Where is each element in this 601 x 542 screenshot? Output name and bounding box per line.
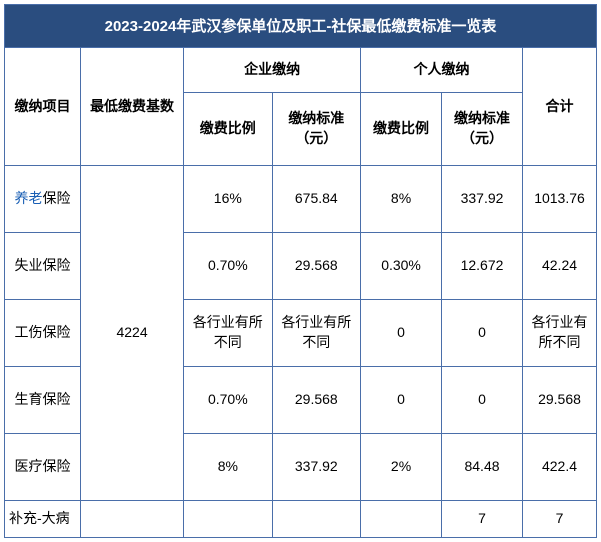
header-personal-amount: 缴纳标准（元）	[441, 93, 522, 166]
cell-project: 养老保险	[5, 166, 81, 233]
cell-c-ratio	[184, 501, 272, 538]
cell-base	[81, 501, 184, 538]
table-row: 养老保险 4224 16% 675.84 8% 337.92 1013.76	[5, 166, 597, 233]
cell-total: 29.568	[523, 367, 597, 434]
cell-c-amount: 29.568	[272, 367, 361, 434]
cell-c-amount: 29.568	[272, 233, 361, 300]
header-personal-group: 个人缴纳	[361, 48, 523, 93]
cell-project: 医疗保险	[5, 434, 81, 501]
cell-total: 422.4	[523, 434, 597, 501]
cell-p-ratio: 0	[361, 300, 442, 367]
cell-p-amount: 337.92	[441, 166, 522, 233]
cell-project: 工伤保险	[5, 300, 81, 367]
cell-project: 失业保险	[5, 233, 81, 300]
cell-p-amount: 0	[441, 300, 522, 367]
cell-c-amount: 337.92	[272, 434, 361, 501]
social-insurance-table: 2023-2024年武汉参保单位及职工-社保最低缴费标准一览表 缴纳项目 最低缴…	[4, 4, 597, 538]
cell-c-ratio: 各行业有所不同	[184, 300, 272, 367]
cell-c-ratio: 16%	[184, 166, 272, 233]
header-personal-ratio: 缴费比例	[361, 93, 442, 166]
header-company-amount: 缴纳标准（元）	[272, 93, 361, 166]
cell-p-amount: 0	[441, 367, 522, 434]
cell-p-ratio: 2%	[361, 434, 442, 501]
cell-c-ratio: 8%	[184, 434, 272, 501]
pension-link[interactable]: 养老	[15, 190, 43, 206]
cell-c-amount: 各行业有所不同	[272, 300, 361, 367]
cell-total: 7	[523, 501, 597, 538]
cell-project: 补充-大病	[5, 501, 81, 538]
cell-c-amount: 675.84	[272, 166, 361, 233]
cell-c-ratio: 0.70%	[184, 367, 272, 434]
header-project: 缴纳项目	[5, 48, 81, 166]
cell-base: 4224	[81, 166, 184, 501]
cell-total: 42.24	[523, 233, 597, 300]
cell-c-ratio: 0.70%	[184, 233, 272, 300]
table-row: 补充-大病 7 7	[5, 501, 597, 538]
cell-text: 保险	[43, 190, 71, 206]
cell-p-ratio: 8%	[361, 166, 442, 233]
cell-p-ratio: 0	[361, 367, 442, 434]
table-title: 2023-2024年武汉参保单位及职工-社保最低缴费标准一览表	[5, 5, 597, 48]
header-company-group: 企业缴纳	[184, 48, 361, 93]
cell-p-amount: 12.672	[441, 233, 522, 300]
header-company-ratio: 缴费比例	[184, 93, 272, 166]
header-base: 最低缴费基数	[81, 48, 184, 166]
header-total: 合计	[523, 48, 597, 166]
cell-total: 1013.76	[523, 166, 597, 233]
cell-p-ratio: 0.30%	[361, 233, 442, 300]
cell-c-amount	[272, 501, 361, 538]
cell-p-amount: 7	[441, 501, 522, 538]
cell-p-amount: 84.48	[441, 434, 522, 501]
cell-total: 各行业有所不同	[523, 300, 597, 367]
cell-project: 生育保险	[5, 367, 81, 434]
cell-p-ratio	[361, 501, 442, 538]
